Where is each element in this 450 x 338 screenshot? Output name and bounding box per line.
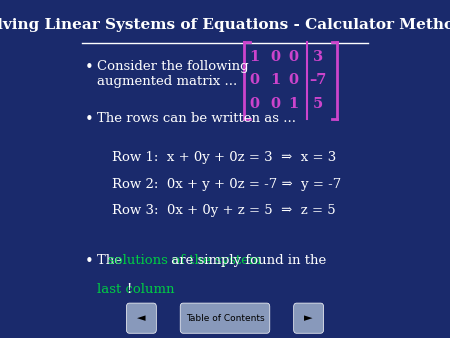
Text: last column: last column <box>97 283 174 296</box>
Text: 0: 0 <box>250 97 260 111</box>
Text: 1: 1 <box>270 73 281 87</box>
Text: Row 2:  0x + y + 0z = -7 ⇒  y = -7: Row 2: 0x + y + 0z = -7 ⇒ y = -7 <box>112 177 341 191</box>
Text: ◄: ◄ <box>137 313 146 323</box>
Text: 3: 3 <box>312 50 323 64</box>
Text: 5: 5 <box>312 97 323 111</box>
Text: Row 3:  0x + 0y + z = 5  ⇒  z = 5: Row 3: 0x + 0y + z = 5 ⇒ z = 5 <box>112 204 335 217</box>
Text: 0: 0 <box>250 73 260 87</box>
Text: Solving Linear Systems of Equations - Calculator Methods: Solving Linear Systems of Equations - Ca… <box>0 18 450 32</box>
Text: Row 1:  x + 0y + 0z = 3  ⇒  x = 3: Row 1: x + 0y + 0z = 3 ⇒ x = 3 <box>112 151 336 164</box>
Text: Table of Contents: Table of Contents <box>186 314 264 323</box>
Text: 1: 1 <box>250 50 260 64</box>
Text: !: ! <box>126 283 131 296</box>
Text: The: The <box>97 255 126 267</box>
FancyBboxPatch shape <box>294 303 324 333</box>
Text: The rows can be written as ...: The rows can be written as ... <box>97 112 296 125</box>
Text: 1: 1 <box>288 97 299 111</box>
Text: •: • <box>85 112 94 127</box>
Text: •: • <box>85 255 94 269</box>
FancyBboxPatch shape <box>180 303 270 333</box>
Text: 0: 0 <box>271 50 281 64</box>
Text: 0: 0 <box>271 97 281 111</box>
Text: solutions of the system: solutions of the system <box>108 255 261 267</box>
Text: 0: 0 <box>289 50 299 64</box>
Text: 0: 0 <box>289 73 299 87</box>
Text: Consider the following
augmented matrix ...: Consider the following augmented matrix … <box>97 60 248 88</box>
Text: are simply found in the: are simply found in the <box>167 255 326 267</box>
Text: •: • <box>85 60 94 75</box>
FancyBboxPatch shape <box>126 303 156 333</box>
Text: –7: –7 <box>309 73 326 87</box>
Text: ►: ► <box>304 313 313 323</box>
